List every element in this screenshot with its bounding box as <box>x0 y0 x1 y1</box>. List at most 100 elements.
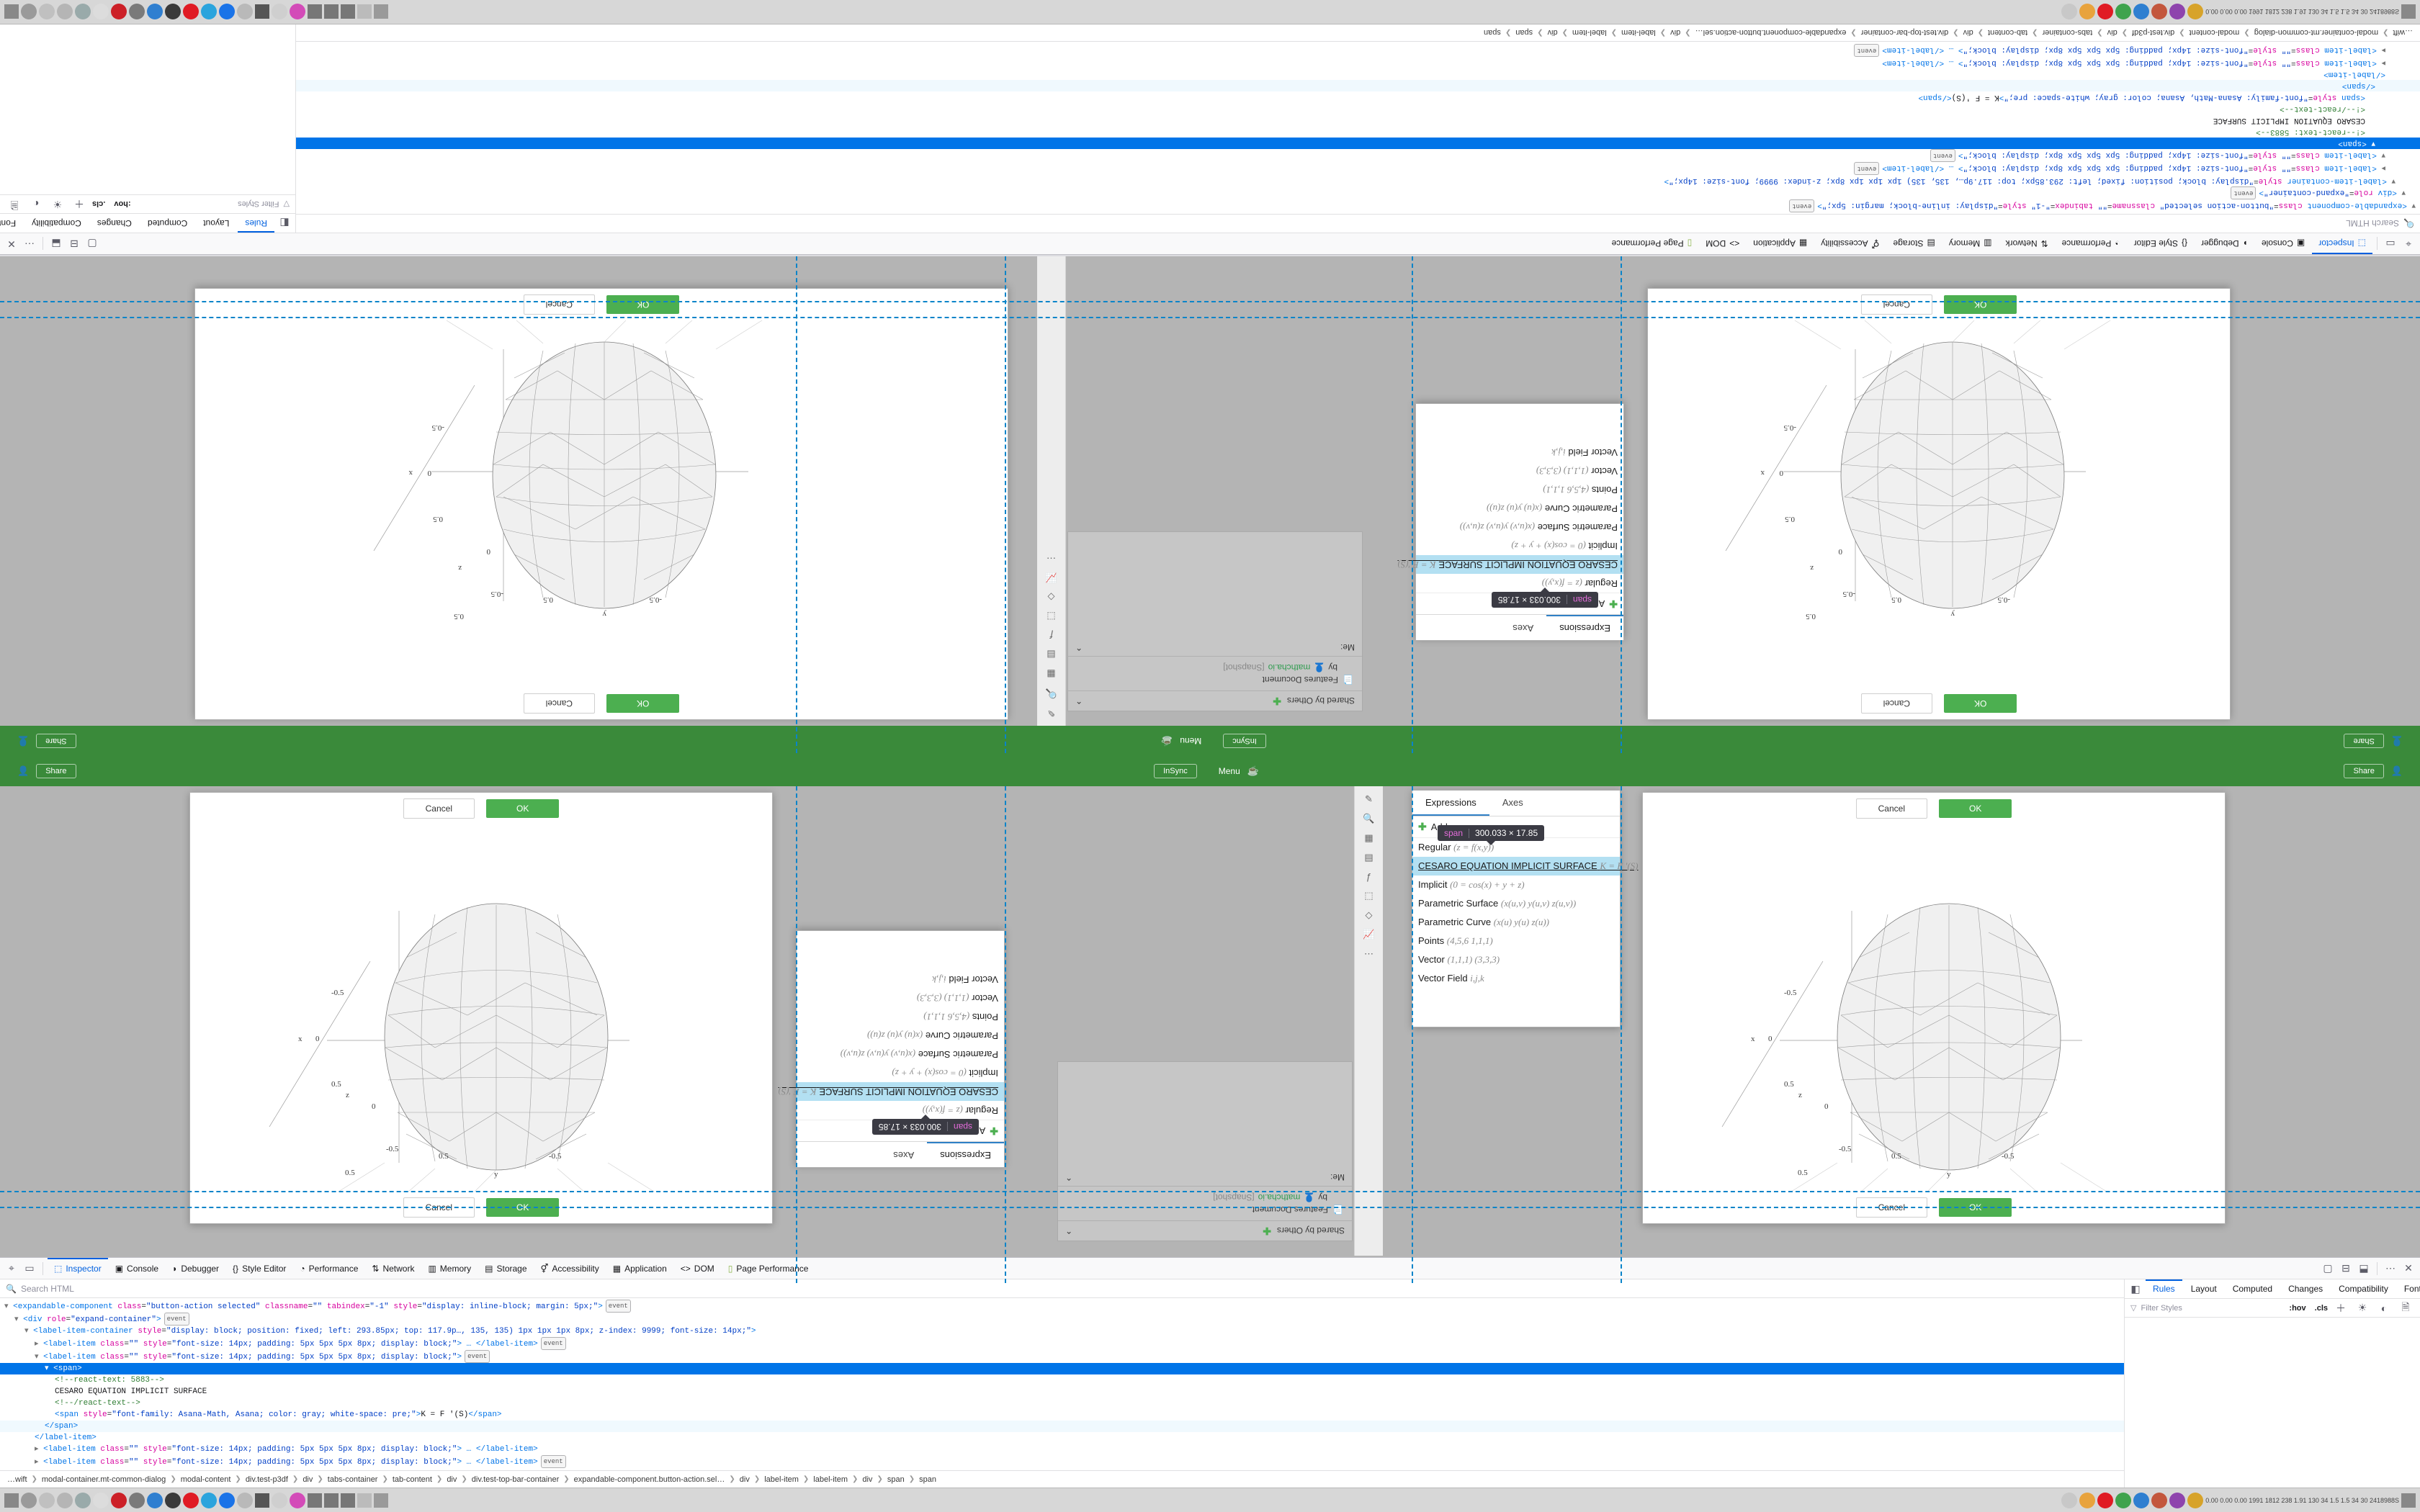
plot-dialog-left[interactable]: Cancel OK <box>189 792 773 1224</box>
dark-scheme-icon[interactable]: ◐ <box>2380 1302 2388 1314</box>
event-badge[interactable]: event <box>540 1337 566 1350</box>
search-icon[interactable]: 🔍 <box>1363 813 1375 824</box>
event-badge[interactable]: event <box>465 1350 490 1363</box>
share-panel-header[interactable]: Shared by Others ✚ ⌃ <box>1058 1220 1352 1241</box>
tray-icon-6[interactable] <box>2151 1492 2168 1508</box>
breadcrumb-item[interactable]: modal-container.mt-common-dialog <box>41 1475 166 1484</box>
cancel-button[interactable]: Cancel <box>403 798 475 819</box>
record-icon[interactable] <box>183 4 199 20</box>
tab-expressions[interactable]: Expressions <box>927 1142 1004 1167</box>
plot-canvas-right[interactable]: x y z -0.5 0 0.5 -0.5 0.5 -0.5 0 0.5 <box>195 320 1008 688</box>
menu-item-parametric-curve[interactable]: Parametric Curve (x(u) y(u) z(u)) <box>1487 503 1618 514</box>
rules-pane[interactable] <box>2125 1318 2420 1488</box>
breadcrumb-item[interactable]: …wift <box>2393 28 2414 37</box>
menu-item-vector-field[interactable]: Vector Field i,j,k <box>932 974 998 985</box>
menu-icon[interactable] <box>4 1493 19 1508</box>
screenshot-icon[interactable]: ▢ <box>2323 1262 2333 1274</box>
element-picker-icon[interactable]: ⌖ <box>2406 238 2411 250</box>
user-avatar-icon[interactable]: 👤 <box>2390 736 2403 747</box>
markup-line[interactable]: ▸ <label-item class="" style="font-size:… <box>0 1455 2124 1468</box>
ok-button[interactable]: OK <box>606 295 680 314</box>
event-badge[interactable]: event <box>1854 162 1880 175</box>
brush-icon[interactable] <box>290 4 305 20</box>
markup-line[interactable]: ▸ <label-item class="" style="font-size:… <box>296 44 2420 57</box>
breadcrumb-bottom[interactable]: …wift ❯ modal-container.mt-common-dialog ❯ m… <box>0 1470 2124 1488</box>
markup-line[interactable]: <span style="font-family: Asana-Math, As… <box>0 1409 2124 1421</box>
user-avatar-icon[interactable]: 👤 <box>17 736 30 747</box>
paint-icon[interactable] <box>272 1492 287 1508</box>
devtools-search-bar[interactable]: 🔍 Search HTML <box>296 214 2420 233</box>
dialog-buttons-bottom[interactable]: OK Cancel <box>195 289 1008 320</box>
devtools-panel-top[interactable]: ⌖ ▭ ⬚ Inspector ▣ Console ◗ Debugger {} … <box>0 24 2420 255</box>
menu-item-cesaro-equation-implicit-surface[interactable]: CESARO EQUATION IMPLICIT SURFACE K = F ′… <box>1398 555 1623 574</box>
tray-expand-icon[interactable] <box>2401 4 2416 19</box>
meatball-menu-icon[interactable]: ⋯ <box>24 238 35 250</box>
network-icon[interactable] <box>147 1492 163 1508</box>
breadcrumb-item[interactable]: span <box>1515 28 1533 37</box>
cnn-icon[interactable] <box>111 1492 127 1508</box>
responsive-design-icon[interactable]: ▭ <box>2385 238 2396 250</box>
pencil-icon[interactable]: ✎ <box>1365 793 1373 804</box>
globe-icon[interactable] <box>75 1492 91 1508</box>
arrow-up-icon[interactable] <box>308 1493 322 1508</box>
menu-item-parametric-surface[interactable]: Parametric Surface (x(u,v) y(u,v) z(u,v)… <box>1418 898 1577 909</box>
settings-icon[interactable] <box>237 4 253 20</box>
thumbs-down-icon[interactable] <box>57 4 73 20</box>
add-rule-icon[interactable]: ＋ <box>74 198 84 210</box>
plot-dialog-right-bottom[interactable]: Cancel OK <box>1642 792 2226 1224</box>
wrench-icon[interactable] <box>39 1492 55 1508</box>
devtools-tab-accessibility[interactable]: ⚥ Accessibility <box>1821 238 1880 249</box>
expression-type-menu[interactable]: Regular (z = f(x,y)) CESARO EQUATION IMP… <box>779 970 1004 1120</box>
menu-item-vector[interactable]: Vector (1,1,1) (3,3,3) <box>1536 466 1618 477</box>
devtools-toolbar[interactable]: ⌖ ▭ ⬚ Inspector ▣ Console ◗ Debugger {} … <box>0 1258 2420 1279</box>
dialog-buttons-bottom[interactable]: OK Cancel <box>1648 289 2230 320</box>
dialog-tabs[interactable]: Expressions Axes <box>1412 791 1620 816</box>
breadcrumb-item[interactable]: tab-content <box>392 1475 432 1484</box>
piano-icon[interactable] <box>165 1492 181 1508</box>
screenshot-icon[interactable] <box>374 1493 388 1508</box>
tab-expressions[interactable]: Expressions <box>1546 615 1623 640</box>
markup-line[interactable]: <span style="font-family: Asana-Math, As… <box>296 91 2420 103</box>
shared-doc-author[interactable]: mathcha.io <box>1258 1192 1301 1202</box>
markup-line[interactable]: ▸ <label-item class="" style="font-size:… <box>296 57 2420 68</box>
sidebar-toggle-icon[interactable]: ◧ <box>279 217 290 230</box>
devtools-tab-accessibility[interactable]: ⚥ Accessibility <box>540 1263 599 1274</box>
sidebar-tabs[interactable]: ◧ Rules Layout Computed Changes Compatib… <box>2125 1279 2420 1299</box>
chevron-icon[interactable] <box>255 4 269 19</box>
devtools-tab-debugger[interactable]: ◗ Debugger <box>2200 238 2248 249</box>
tray-icon-2[interactable] <box>2079 1492 2096 1508</box>
markup-line[interactable]: ▾ <div role="expand-container">event <box>0 1313 2124 1326</box>
devtools-tab-performance[interactable]: ◔ Performance <box>2061 238 2120 249</box>
sidebar-tab-fonts[interactable]: Fonts <box>0 218 17 228</box>
devtools-tab-network[interactable]: ⇅ Network <box>2005 238 2048 249</box>
breadcrumb-item[interactable]: div <box>1963 28 1973 37</box>
breadcrumb-item[interactable]: div.test-top-bar-container <box>471 1475 560 1484</box>
tray-icon-1[interactable] <box>2061 4 2078 20</box>
menu-item-implicit[interactable]: Implicit (0 = cos(x) + y + z) <box>1511 541 1618 552</box>
ok-button[interactable]: OK <box>606 694 680 713</box>
plot-canvas-right-bottom[interactable]: x y z -0.5 0 0.5 -0.5 0.5 -0.5 0 0.5 <box>1643 824 2225 1192</box>
matrix-icon[interactable]: ⬚ <box>1047 611 1056 622</box>
gear-icon[interactable] <box>21 4 37 20</box>
plus-icon[interactable]: ✚ <box>1273 696 1281 707</box>
plus-icon[interactable]: ✚ <box>1263 1225 1271 1237</box>
breadcrumb-item[interactable]: div.test-top-bar-container <box>1860 28 1949 37</box>
menu-icon[interactable] <box>4 4 19 19</box>
breadcrumb-item[interactable]: expandable-component.button-action.sel… <box>573 1475 725 1484</box>
expressions-panel-right[interactable]: Expressions Axes ✚ Add ▾ Regular (z = f(… <box>1412 790 1639 1027</box>
responsive-design-icon[interactable]: ▭ <box>24 1262 35 1274</box>
pseudo-class-toggle[interactable]: :hov <box>2289 1303 2306 1313</box>
tray-expand-icon[interactable] <box>2401 1493 2416 1508</box>
devtools-tab-page-performance[interactable]: ▯ Page Performance <box>1611 238 1693 249</box>
share-panel-body[interactable]: 📄 Features Document by 👤 mathcha.io [Sna… <box>1068 657 1362 690</box>
devtools-tab-dom[interactable]: <> DOM <box>1706 238 1740 249</box>
devtools-tab-network[interactable]: ⇅ Network <box>372 1263 415 1274</box>
gear-icon[interactable] <box>21 1492 37 1508</box>
breadcrumb-item[interactable]: div <box>1547 28 1558 37</box>
grid-icon[interactable]: ▦ <box>1047 669 1056 680</box>
shared-by-others-panel[interactable]: Shared by Others ✚ ⌃ 📄 Features Document… <box>1067 531 1363 711</box>
chart-icon[interactable]: 📈 <box>1363 929 1375 940</box>
menu-item-regular[interactable]: Regular (z = f(x,y)) <box>922 1105 998 1116</box>
breadcrumb-item[interactable]: span <box>919 1475 936 1484</box>
menu-item-vector-field[interactable]: Vector Field i,j,k <box>1551 447 1618 458</box>
